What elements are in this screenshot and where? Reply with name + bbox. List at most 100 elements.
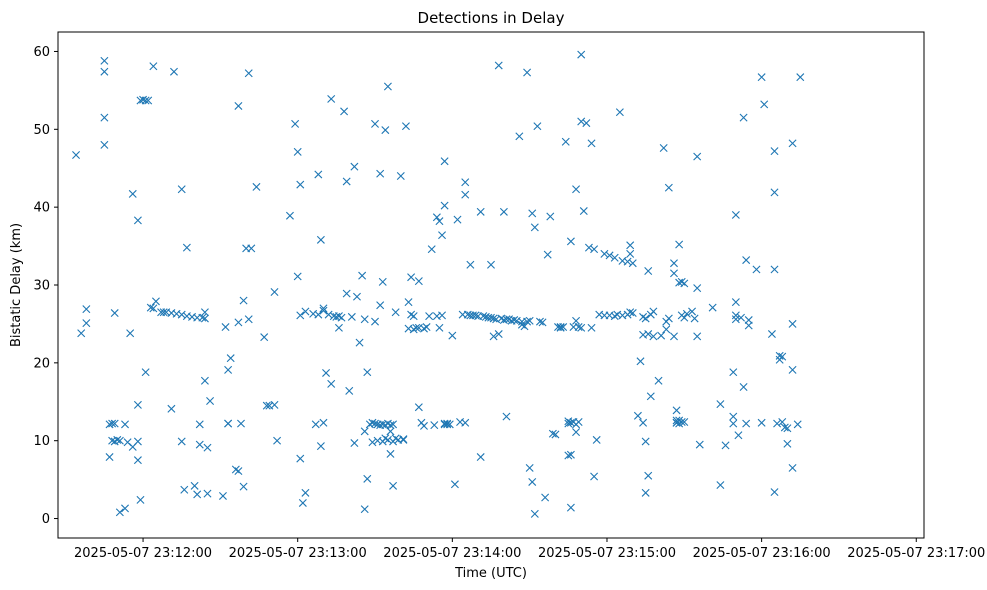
detection-point <box>193 490 202 499</box>
detection-point <box>548 429 557 438</box>
detection-point <box>443 420 452 429</box>
detection-point <box>133 400 142 409</box>
detection-point <box>708 303 717 312</box>
detection-point <box>396 172 405 181</box>
x-tick-label: 2025-05-07 23:12:00 <box>74 546 212 561</box>
detection-point <box>386 421 395 430</box>
detection-point <box>342 177 351 186</box>
detection-point <box>680 279 689 288</box>
detection-point <box>440 157 449 166</box>
detection-point <box>778 418 787 426</box>
detection-point <box>180 485 189 494</box>
detection-point <box>368 418 377 427</box>
detection-point <box>350 162 359 171</box>
detection-point <box>773 419 782 428</box>
detection-point <box>443 419 452 428</box>
detection-point <box>559 323 568 332</box>
detection-point <box>144 96 153 105</box>
detection-point <box>363 474 372 483</box>
detection-point <box>224 365 233 374</box>
x-tick-label: 2025-05-07 23:14:00 <box>383 546 521 561</box>
detection-point <box>136 495 145 504</box>
y-tick-label: 20 <box>33 356 50 371</box>
detection-point <box>533 122 542 131</box>
detection-point <box>430 421 439 430</box>
detection-point <box>731 311 740 320</box>
detection-point <box>584 243 593 252</box>
detection-point <box>360 427 369 436</box>
y-tick-label: 0 <box>42 512 50 527</box>
detection-point <box>200 376 209 385</box>
y-axis-label: Bistatic Delay (km) <box>9 223 24 347</box>
detection-point <box>662 325 671 334</box>
detection-point <box>494 330 503 339</box>
detection-point <box>538 318 547 327</box>
detection-point <box>226 354 235 363</box>
detection-point <box>115 508 124 517</box>
detection-point <box>600 249 609 258</box>
detection-point <box>319 418 328 427</box>
detection-point <box>260 333 269 342</box>
detection-point <box>422 323 431 332</box>
detection-point <box>324 310 333 319</box>
detection-point <box>752 265 761 274</box>
detection-point <box>525 463 534 472</box>
detection-point <box>159 308 168 317</box>
detection-point <box>716 481 725 490</box>
detection-point <box>788 319 797 328</box>
y-tick-label: 40 <box>33 201 50 216</box>
detection-point <box>572 316 581 325</box>
detection-point <box>788 139 797 148</box>
detection-point <box>301 307 310 316</box>
detection-point <box>327 94 336 103</box>
detection-point <box>644 266 653 275</box>
detection-point <box>244 315 253 324</box>
detection-point <box>742 256 751 265</box>
detection-point <box>327 379 336 388</box>
detection-point <box>677 418 686 426</box>
detection-point <box>636 357 645 366</box>
detection-point <box>383 435 392 444</box>
detection-point <box>151 297 160 306</box>
detection-point <box>574 418 583 426</box>
y-tick-label: 50 <box>33 123 50 138</box>
detection-point <box>664 183 673 192</box>
detection-point <box>489 332 498 341</box>
detection-point <box>412 323 421 332</box>
detection-point <box>471 311 480 320</box>
detection-point <box>572 185 581 194</box>
detection-point <box>244 69 253 78</box>
detection-point <box>100 113 109 122</box>
detection-point <box>783 439 792 448</box>
detection-point <box>590 472 599 481</box>
detection-point <box>592 435 601 444</box>
detection-point <box>476 453 485 462</box>
detection-point <box>285 211 294 220</box>
detection-point <box>770 188 779 197</box>
detection-point <box>528 209 537 218</box>
detection-point <box>206 397 215 405</box>
detection-point <box>203 489 212 498</box>
detection-point <box>203 443 212 452</box>
detection-point <box>729 419 738 428</box>
detection-point <box>234 318 243 327</box>
detection-point <box>270 288 279 296</box>
detection-point <box>381 126 390 135</box>
detection-point <box>296 311 305 320</box>
detection-point <box>561 137 570 146</box>
detection-point <box>502 315 511 324</box>
detection-point <box>82 319 91 328</box>
detection-point <box>499 207 508 216</box>
detection-point <box>641 437 650 446</box>
detection-point <box>316 442 325 451</box>
detection-point <box>237 419 245 428</box>
detection-point <box>564 419 573 428</box>
detection-point <box>731 298 740 307</box>
detection-point <box>177 437 186 446</box>
detection-point <box>389 420 398 429</box>
detection-point <box>115 436 124 445</box>
detection-point <box>383 82 392 91</box>
detection-point <box>757 73 766 82</box>
detection-point <box>386 449 395 458</box>
